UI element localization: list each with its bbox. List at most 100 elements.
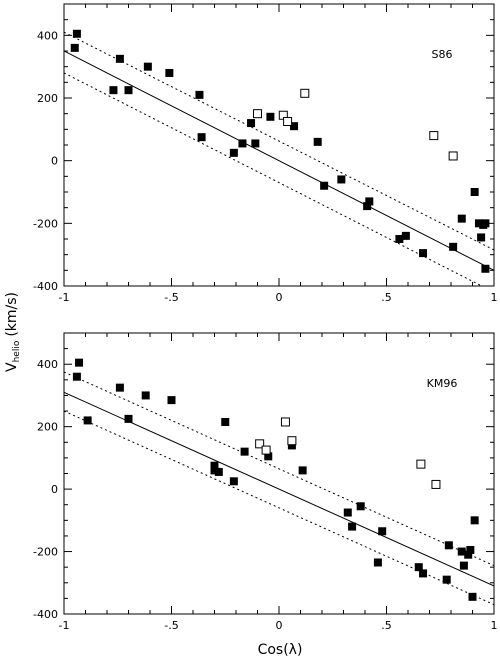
- filled-square-point: [470, 188, 479, 196]
- fit-line: [64, 391, 494, 587]
- filled-square-point: [378, 527, 387, 536]
- filled-square-point: [72, 372, 81, 381]
- plot-frame: [63, 332, 495, 615]
- filled-square-point: [115, 383, 124, 392]
- y-tick-label: 0: [51, 155, 58, 168]
- filled-square-point: [320, 181, 329, 190]
- open-square-point: [261, 445, 271, 455]
- open-square-point: [255, 439, 265, 449]
- filled-square-point: [466, 545, 475, 554]
- filled-square-point: [401, 231, 410, 240]
- filled-square-point: [197, 133, 206, 142]
- y-axis-title-main: V: [4, 362, 20, 372]
- x-tick-label: 0: [276, 291, 283, 304]
- dotted-envelope-line: [64, 31, 494, 251]
- y-tick-label: -400: [33, 608, 58, 621]
- filled-square-point: [72, 29, 81, 38]
- dotted-envelope-line: [64, 72, 483, 286]
- filled-square-point: [414, 563, 423, 572]
- filled-square-point: [165, 68, 174, 77]
- x-axis-title: Cos(λ): [258, 642, 303, 658]
- filled-square-point: [124, 86, 133, 95]
- filled-square-point: [419, 569, 428, 578]
- filled-square-point: [470, 516, 479, 525]
- filled-square-point: [70, 43, 79, 52]
- open-square-point: [287, 436, 297, 446]
- y-tick-label: 0: [51, 483, 58, 496]
- x-tick-label: 1: [491, 619, 498, 632]
- x-tick-label: -1: [59, 291, 70, 304]
- y-tick-label: 200: [37, 421, 58, 434]
- filled-square-point: [468, 592, 477, 601]
- filled-square-point: [313, 137, 322, 146]
- open-square-point: [429, 131, 439, 141]
- y-axis-title-subscript: helio: [12, 340, 22, 362]
- filled-square-point: [75, 358, 84, 367]
- y-tick-label: 400: [37, 358, 58, 371]
- filled-square-point: [247, 119, 256, 128]
- filled-square-point: [442, 575, 451, 584]
- filled-square-point: [477, 233, 486, 242]
- filled-square-point: [365, 197, 374, 206]
- filled-square-point: [298, 466, 307, 475]
- panel-label: KM96: [427, 377, 458, 390]
- filled-square-point: [143, 62, 152, 71]
- open-square-point: [431, 479, 441, 489]
- fit-line: [64, 50, 494, 271]
- filled-square-point: [457, 214, 466, 223]
- filled-square-point: [348, 522, 357, 531]
- filled-square-point: [337, 175, 346, 184]
- open-square-point: [300, 88, 310, 98]
- filled-square-point: [373, 558, 382, 567]
- y-tick-label: 200: [37, 92, 58, 105]
- panel-s86: -1 -.5 0 .5 1 -400 -200 0 200 400 S86: [33, 3, 498, 304]
- filled-square-point: [343, 508, 352, 517]
- filled-square-point: [459, 561, 468, 570]
- x-tick-label: -.5: [164, 619, 178, 632]
- open-square-point: [448, 151, 458, 161]
- filled-square-point: [124, 414, 133, 423]
- filled-square-point: [195, 90, 204, 99]
- panel-label: S86: [432, 48, 453, 61]
- y-tick-label: 400: [37, 29, 58, 42]
- filled-square-point: [240, 447, 249, 456]
- filled-square-point: [167, 396, 176, 405]
- x-tick-label: .5: [381, 291, 392, 304]
- x-tick-label: -1: [59, 619, 70, 632]
- dotted-envelope-line: [64, 371, 494, 567]
- filled-square-point: [115, 54, 124, 63]
- filled-square-point: [109, 86, 118, 95]
- filled-square-point: [229, 477, 238, 486]
- open-square-point: [253, 109, 262, 119]
- y-tick-label: -400: [33, 280, 58, 293]
- open-square-point: [283, 117, 293, 126]
- filled-square-point: [419, 249, 428, 258]
- filled-square-point: [214, 467, 223, 476]
- filled-square-point: [449, 242, 458, 251]
- filled-square-point: [481, 219, 490, 228]
- filled-square-point: [266, 112, 275, 121]
- plot-frame: [63, 3, 495, 287]
- filled-square-point: [229, 148, 238, 157]
- y-axis-title: Vhelio (km/s): [4, 292, 22, 372]
- filled-square-point: [83, 416, 92, 425]
- filled-square-point: [251, 139, 260, 148]
- filled-square-point: [444, 541, 453, 550]
- filled-square-point: [481, 264, 490, 273]
- panel-km96: -1 -.5 0 .5 1 -400 -200 0 200 400 KM96: [33, 332, 498, 632]
- open-square-point: [280, 417, 290, 427]
- filled-square-point: [221, 417, 230, 426]
- filled-square-point: [290, 122, 299, 131]
- x-tick-label: .5: [381, 619, 392, 632]
- filled-square-point: [141, 391, 150, 400]
- y-axis-title-units: (km/s): [4, 292, 20, 337]
- filled-square-point: [238, 139, 247, 148]
- y-tick-label: -200: [33, 217, 58, 230]
- x-tick-label: 0: [276, 619, 283, 632]
- x-tick-label: 1: [491, 291, 498, 304]
- dotted-envelope-line: [64, 410, 494, 606]
- y-tick-label: -200: [33, 546, 58, 559]
- filled-square-point: [356, 502, 365, 511]
- open-square-point: [416, 459, 426, 469]
